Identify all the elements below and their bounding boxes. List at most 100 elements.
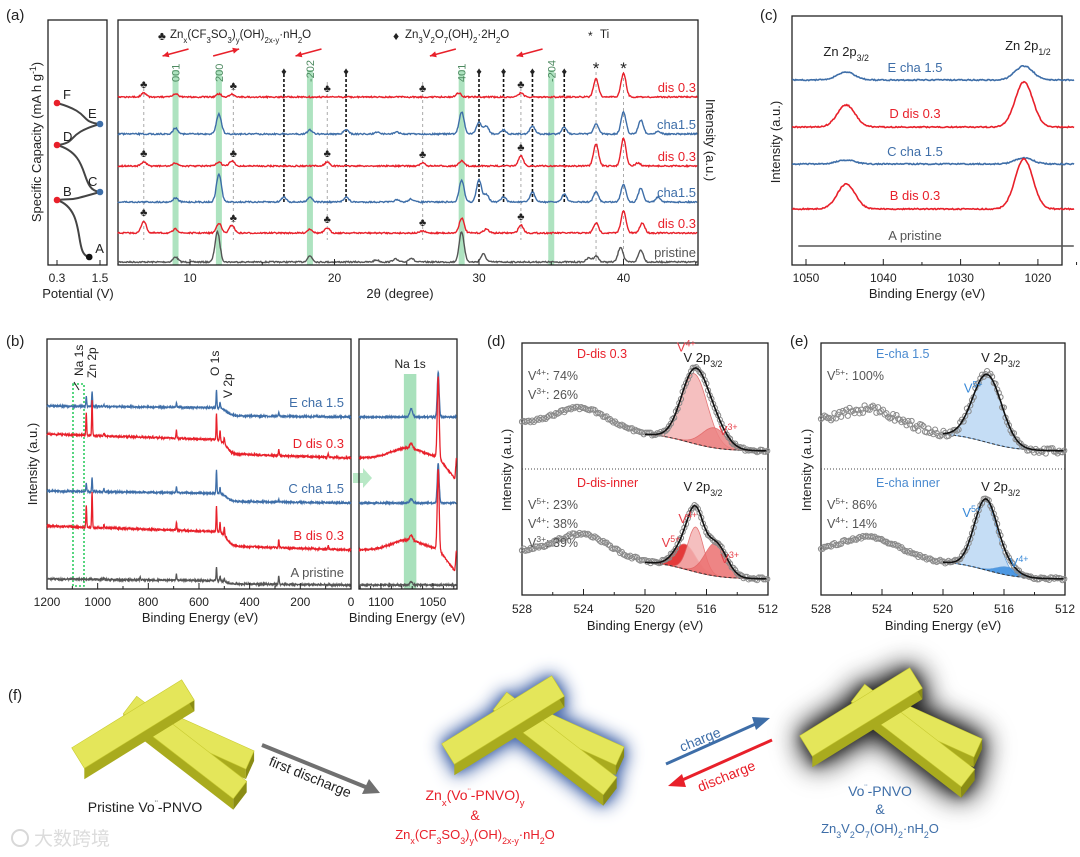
text-segment: Zn bbox=[821, 821, 836, 836]
valence-fraction: V4+: 14% bbox=[827, 515, 877, 531]
na1s-trace bbox=[358, 580, 457, 589]
text-segment: 3+ bbox=[536, 534, 546, 544]
text-segment: V 2p bbox=[683, 479, 710, 494]
stage1-label: Pristine Vo¨-PNVO bbox=[88, 799, 203, 816]
xrd-plot-frame bbox=[117, 19, 699, 266]
text-segment: 4+ bbox=[1018, 554, 1028, 564]
text-segment: 3 bbox=[227, 36, 231, 45]
miller-index-label: -202 bbox=[305, 60, 317, 82]
reflection-band bbox=[172, 70, 179, 265]
data-point bbox=[878, 408, 885, 415]
text-segment: 4+ bbox=[536, 515, 546, 525]
xrd-trace-label: cha1.5 bbox=[657, 185, 696, 200]
text-segment: ·nH bbox=[903, 821, 924, 836]
data-point bbox=[903, 547, 910, 555]
gcd-point-F bbox=[53, 99, 61, 107]
component-label: V5+ bbox=[964, 379, 983, 395]
panel-label-c: (c) bbox=[760, 7, 778, 24]
arrow-head-icon bbox=[752, 717, 770, 730]
data-point bbox=[532, 417, 539, 424]
xrd-trace bbox=[117, 172, 698, 204]
survey-trace-label: D dis 0.3 bbox=[293, 436, 344, 451]
text-segment: 2 bbox=[850, 830, 855, 840]
x-axis-label: Binding Energy (eV) bbox=[349, 610, 465, 625]
component-fill-V5+ bbox=[942, 374, 1064, 452]
x-axis-label: Binding Energy (eV) bbox=[587, 618, 703, 633]
text-segment: -PNVO bbox=[158, 799, 202, 815]
arrow-head-icon bbox=[362, 779, 380, 794]
na1s-trace bbox=[358, 463, 457, 507]
text-segment: V bbox=[964, 380, 973, 395]
v2p-annotation: V 2p bbox=[221, 373, 235, 398]
data-point bbox=[684, 515, 691, 522]
y-axis-label: Intensity (a.u.) bbox=[768, 101, 783, 183]
x-tick-label: 1100 bbox=[368, 595, 394, 609]
zn2p-trace bbox=[792, 80, 1075, 129]
valence-fraction: V4+: 38% bbox=[528, 515, 578, 531]
x-axis-label: Binding Energy (eV) bbox=[885, 618, 1001, 633]
peak-label: V 2p3/2 bbox=[683, 350, 722, 369]
data-point bbox=[725, 434, 732, 441]
gcd-point-B bbox=[53, 196, 61, 204]
peak-label: V 2p3/2 bbox=[683, 479, 722, 498]
data-point bbox=[866, 406, 873, 413]
text-segment: : 86% bbox=[845, 498, 877, 512]
component-label: V3+ bbox=[719, 422, 738, 438]
zn-triflate-marker: ♣ bbox=[517, 79, 524, 91]
gcd-point-E bbox=[96, 120, 104, 128]
x-tick-label: 400 bbox=[240, 595, 260, 609]
text-segment: Zn bbox=[170, 29, 183, 41]
data-point bbox=[910, 550, 917, 557]
arrow-head-icon bbox=[295, 51, 303, 58]
zn2p-trace bbox=[791, 156, 1075, 166]
text-segment: 3/2 bbox=[857, 53, 869, 63]
na1s-plot-frame bbox=[358, 338, 458, 590]
x-tick-label: 524 bbox=[872, 602, 892, 616]
y-axis-label: Intensity (a.u.) bbox=[25, 423, 40, 505]
text-segment: 5+ bbox=[971, 504, 981, 514]
data-point bbox=[666, 554, 673, 561]
spectrum-title: D-dis 0.3 bbox=[577, 347, 627, 361]
valence-fraction: V3+: 39% bbox=[528, 534, 578, 550]
data-point bbox=[931, 426, 939, 433]
rod-end bbox=[615, 746, 625, 776]
text-segment: V bbox=[962, 505, 971, 520]
spectrum-title: E-cha 1.5 bbox=[876, 347, 930, 361]
x-tick-label: 1000 bbox=[84, 595, 111, 609]
gcd-point-A bbox=[85, 253, 93, 261]
text-segment: 5+ bbox=[536, 496, 546, 506]
x-tick-label: 1020 bbox=[1025, 271, 1052, 285]
zn2p-trace bbox=[792, 65, 1075, 82]
ti-marker: * bbox=[620, 59, 627, 78]
text-segment: y bbox=[520, 798, 525, 809]
data-point bbox=[937, 556, 944, 563]
xrd-trace-label: dis 0.3 bbox=[658, 80, 696, 95]
data-point bbox=[1025, 447, 1033, 454]
text-segment: 2x-y bbox=[265, 36, 280, 45]
x-tick-label: 528 bbox=[811, 602, 831, 616]
text-segment: V bbox=[528, 388, 537, 402]
xrd-trace bbox=[117, 137, 698, 169]
miller-index-label: 001 bbox=[171, 64, 183, 82]
y-axis-label: Intensity (a.u.) bbox=[799, 429, 814, 511]
gcd-point-label: B bbox=[63, 184, 72, 199]
text-segment: 3 bbox=[418, 36, 422, 45]
data-point bbox=[937, 433, 944, 440]
x-axis-label: Potential (V) bbox=[42, 286, 114, 301]
fit-envelope bbox=[942, 373, 1064, 452]
text-segment: SO bbox=[211, 29, 228, 41]
gcd-curve-segment bbox=[56, 199, 90, 258]
text-segment: O bbox=[545, 827, 555, 842]
text-segment: V bbox=[528, 517, 537, 531]
data-point bbox=[527, 419, 534, 426]
data-point bbox=[829, 415, 836, 422]
text-segment: 7 bbox=[865, 830, 870, 840]
xrd-trace bbox=[117, 110, 698, 137]
nanorod-cluster bbox=[799, 667, 983, 798]
stage2-formula1: Znx(Vo¨-PNVO)y bbox=[425, 787, 524, 809]
gcd-curve-segment bbox=[56, 144, 101, 193]
panel-label-f: (f) bbox=[8, 687, 22, 704]
rod-end bbox=[245, 750, 255, 780]
valence-fraction: V5+: 100% bbox=[827, 367, 884, 383]
text-segment: 2 bbox=[298, 36, 302, 45]
